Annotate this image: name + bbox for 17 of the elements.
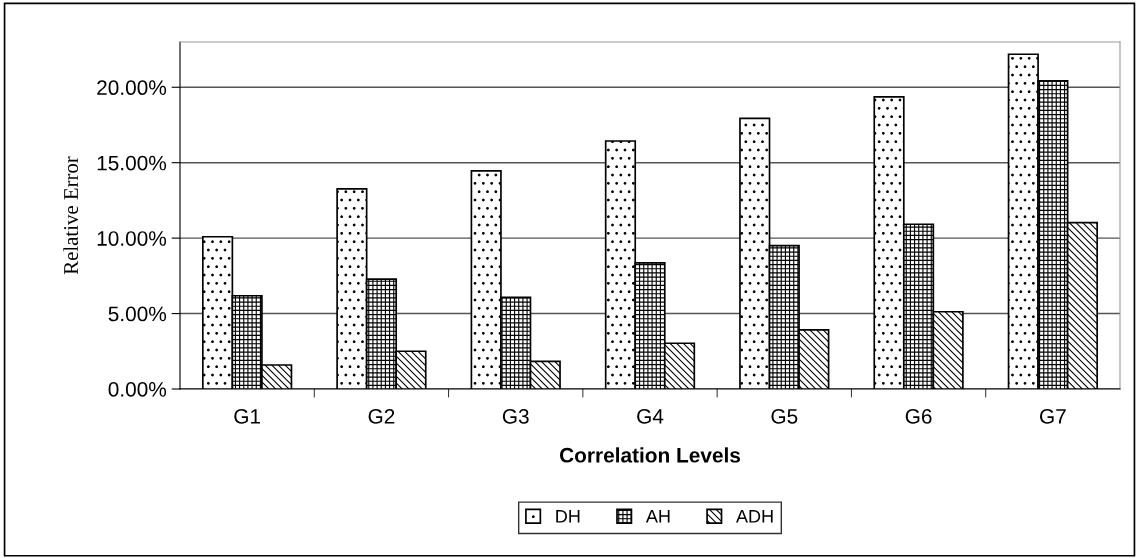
legend-label: DH bbox=[556, 510, 580, 523]
x-tick-label: G6 bbox=[905, 408, 932, 424]
y-axis-title: Relative Error bbox=[63, 156, 79, 275]
y-tick-label: 10.00% bbox=[97, 231, 167, 246]
x-tick-label: G1 bbox=[234, 408, 261, 424]
legend-label: AH bbox=[645, 510, 670, 523]
y-tick-label: 0.00% bbox=[108, 382, 167, 397]
x-axis-title: Correlation Levels bbox=[559, 447, 741, 463]
x-tick-label: G2 bbox=[368, 408, 395, 424]
y-tick-label: 20.00% bbox=[97, 80, 167, 96]
x-tick-label: G7 bbox=[1040, 408, 1066, 424]
y-tick-label: 5.00% bbox=[108, 306, 167, 322]
x-tick-label: G5 bbox=[771, 408, 798, 424]
x-tick-label: G3 bbox=[502, 408, 529, 424]
y-tick-label: 15.00% bbox=[97, 155, 167, 171]
x-tick-label: G4 bbox=[637, 408, 664, 424]
legend-label: ADH bbox=[736, 510, 773, 523]
